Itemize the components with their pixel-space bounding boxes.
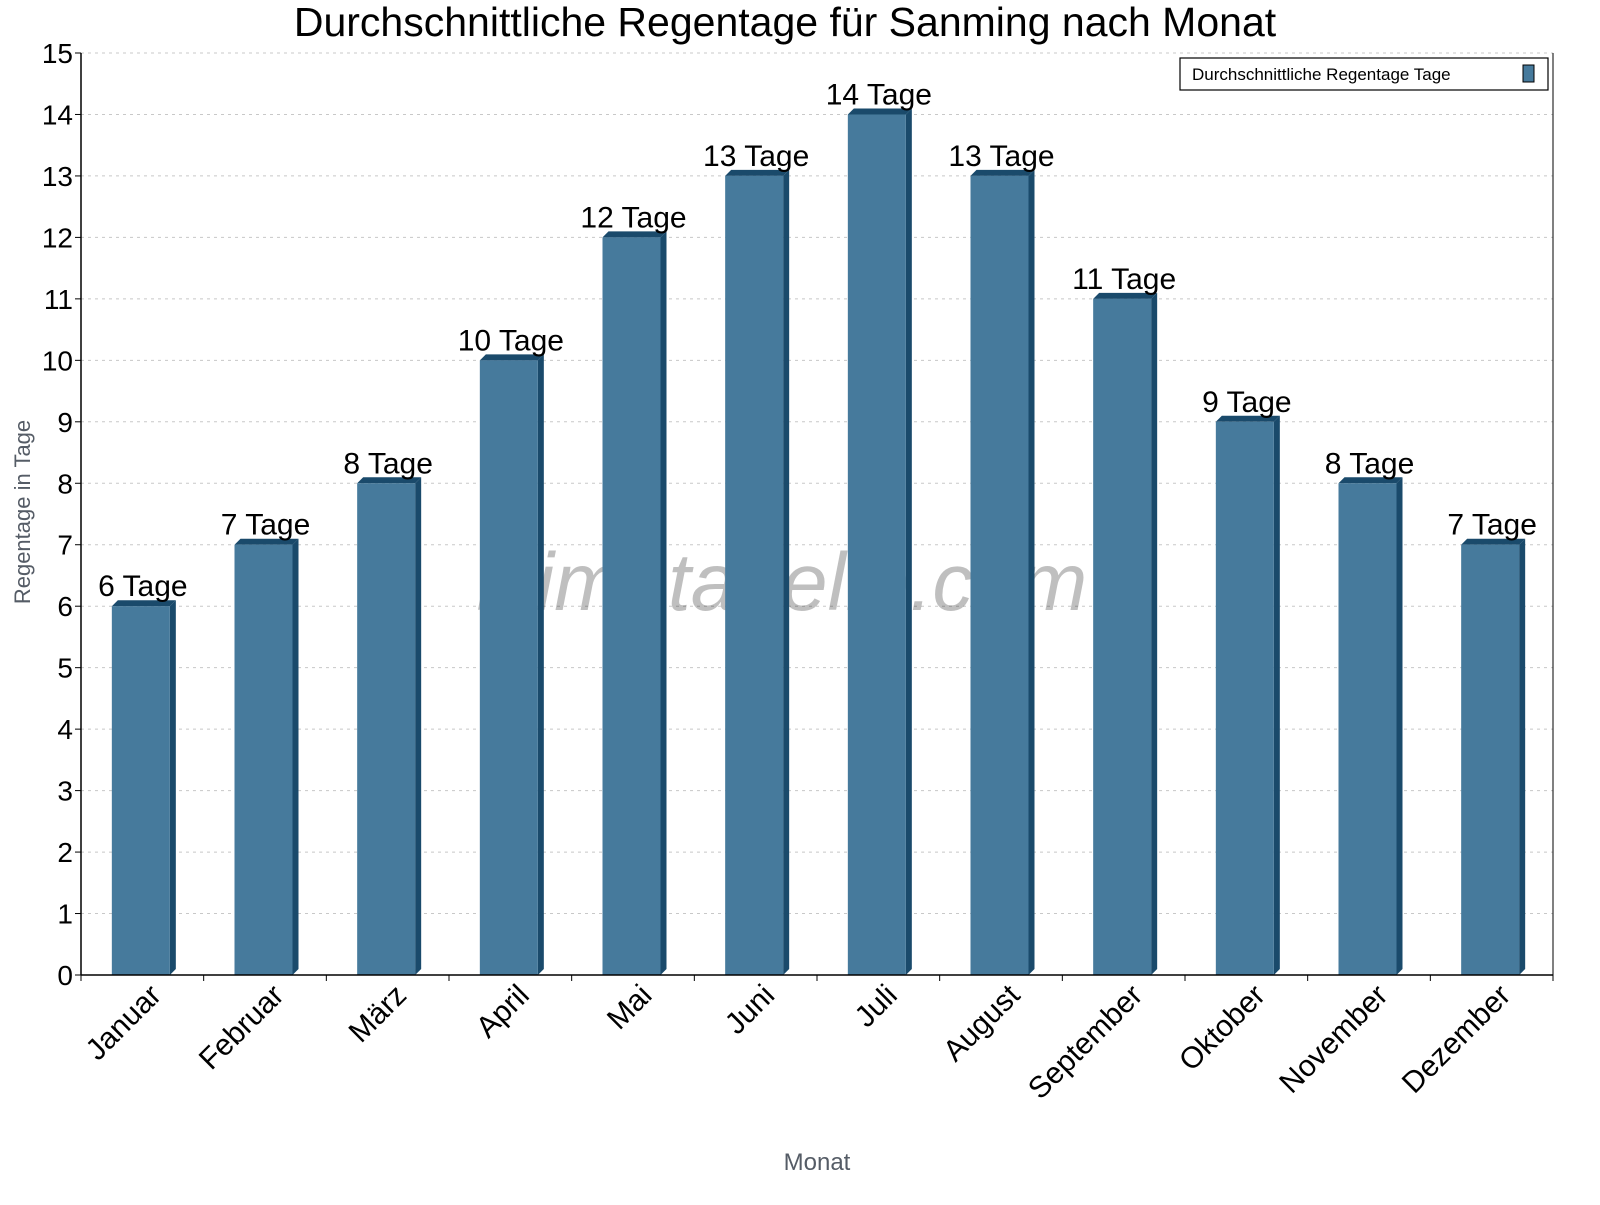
bar [1461,544,1520,975]
bar [725,175,784,975]
y-tick-label: 0 [57,960,73,991]
bar-top [111,600,176,607]
axes [75,52,1554,981]
x-tick-label: Januar [80,979,168,1067]
data-label: 11 Tage [1072,263,1176,296]
x-tick-label: Mai [601,979,659,1037]
bar-side [783,169,790,975]
bar [847,114,906,975]
x-tick-label: November [1273,979,1394,1100]
bar-side [169,600,176,975]
bar [234,544,293,975]
bar-top [1461,538,1526,545]
bar [111,606,170,975]
x-tick-label: März [343,979,413,1049]
bar [1215,421,1274,975]
y-tick-label: 9 [57,407,73,438]
data-label: 14 Tage [826,78,932,111]
bar-side [415,477,422,975]
y-tick-label: 11 [44,284,73,315]
bar [479,360,538,975]
legend-swatch [1522,64,1535,83]
bar-top [847,108,912,115]
bar-top [602,231,667,238]
y-tick-label: 6 [57,591,73,622]
data-label: 7 Tage [221,509,311,542]
data-label: 12 Tage [580,201,686,234]
bar-top [234,538,299,545]
x-tick-label: September [1022,979,1149,1106]
y-tick-label: 14 [42,99,73,130]
y-tick-label: 4 [57,714,73,745]
x-tick-label: Juli [849,979,904,1034]
bar [357,483,416,975]
y-tick-label: 8 [57,468,73,499]
data-label: 8 Tage [343,447,433,480]
bar-top [970,169,1035,176]
y-tick-label: 13 [42,161,73,192]
legend: Durchschnittliche Regentage Tage [1179,57,1549,91]
bar [602,237,661,975]
x-tick-label: Februar [193,979,291,1077]
bar-top [1215,415,1280,422]
bars [111,108,1526,975]
bar-side [537,354,544,975]
bar [1093,298,1152,975]
bar-top [1093,292,1158,299]
data-label: 13 Tage [703,140,809,173]
bar-side [1519,538,1526,975]
y-axis-label: Regentage in Tage [10,420,35,604]
data-label: 13 Tage [948,140,1054,173]
bar-top [357,477,422,484]
bar-top [725,169,790,176]
bar-side [292,538,299,975]
bar-side [660,231,667,975]
x-tick-label: Dezember [1396,979,1517,1100]
bar-side [905,108,912,975]
y-tick-label: 7 [57,530,73,561]
data-label: 8 Tage [1325,447,1415,480]
x-tick-label: August [937,978,1027,1068]
x-tick-label: Oktober [1173,979,1272,1078]
bar-side [1151,292,1158,975]
data-label: 7 Tage [1447,509,1537,542]
bar [1338,483,1397,975]
data-label: 6 Tage [98,570,188,603]
bar-side [1028,169,1035,975]
y-tick-label: 5 [57,653,73,684]
bar-top [1338,477,1403,484]
bar-side [1273,415,1280,975]
y-tick-label: 15 [42,38,73,69]
bar-top [479,354,544,361]
data-label: 10 Tage [458,324,564,357]
x-axis-label: Monat [784,1149,851,1176]
bar [970,175,1029,975]
y-tick-label: 2 [57,837,73,868]
bar-side [1396,477,1403,975]
y-tick-label: 12 [42,222,73,253]
y-tick-label: 10 [42,345,73,376]
legend-box [1179,57,1549,91]
gridlines [81,52,1553,915]
data-label: 9 Tage [1202,386,1292,419]
chart-title: Durchschnittliche Regentage für Sanming … [294,0,1277,45]
x-tick-label: April [470,979,536,1045]
legend-label: Durchschnittliche Regentage Tage [1192,65,1451,84]
y-tick-label: 3 [57,776,73,807]
x-tick-label: Juni [719,979,781,1041]
y-tick-label: 1 [57,899,73,930]
